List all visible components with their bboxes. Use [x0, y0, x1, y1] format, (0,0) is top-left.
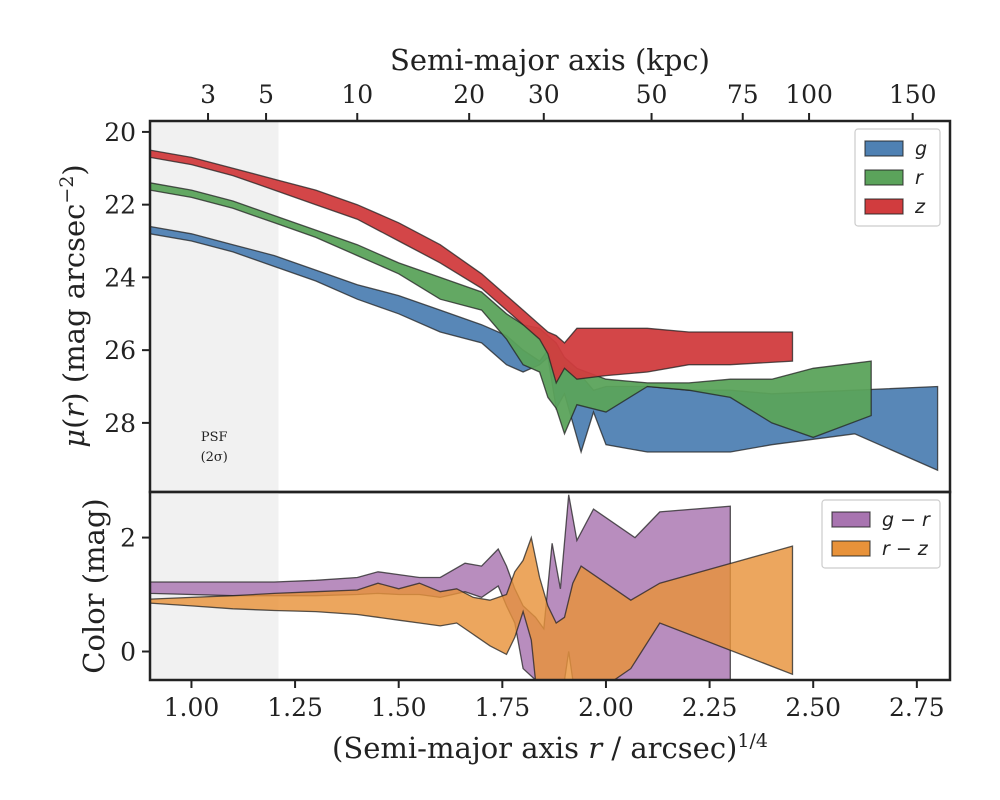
y-tick-label: 0	[120, 638, 136, 667]
top-tick-label: 50	[636, 80, 668, 109]
x-tick-label: 2.50	[785, 693, 841, 722]
top-tick-label: 10	[341, 80, 373, 109]
psf-label-line1: PSF	[201, 430, 228, 445]
y-axis-ticks-top: 20 22 24 26 28	[104, 118, 150, 438]
y-tick-label: 20	[104, 118, 136, 147]
legend-label: r	[915, 167, 924, 189]
legend-top: grz	[854, 128, 941, 227]
y-tick-label: 26	[104, 336, 136, 365]
y-axis-ticks-bottom: 02	[120, 524, 150, 667]
surface-brightness-bands	[150, 149, 939, 472]
x-tick-label: 2.25	[682, 693, 738, 722]
top-tick-label: 75	[727, 80, 759, 109]
x-tick-label: 2.75	[889, 693, 945, 722]
legend-swatch	[864, 140, 904, 157]
psf-label-line2: (2σ)	[201, 450, 228, 465]
color-panel: 02 1.00 1.25 1.50 1.75 2.00 2.25 2.50 2.75 g − …	[120, 490, 952, 722]
x-tick-label: 1.50	[371, 693, 427, 722]
x-axis-ticks-bottom: 1.00 1.25 1.50 1.75 2.00 2.25 2.50 2.75	[164, 680, 945, 722]
legend-label: g	[915, 138, 927, 160]
y-tick-label: 22	[104, 191, 136, 220]
band-r-z	[150, 535, 794, 680]
band-z	[150, 149, 794, 385]
top-tick-label: 150	[889, 80, 937, 109]
x-tick-label: 1.00	[164, 693, 220, 722]
x-tick-label: 2.00	[578, 693, 634, 722]
top-x-axis-ticks: 3 5 10 20 30 50 75 100 150	[200, 80, 937, 121]
legend-swatch	[831, 540, 871, 557]
x-tick-label: 1.75	[474, 693, 530, 722]
legend-label: g − r	[882, 509, 931, 531]
band-g	[150, 225, 939, 472]
legend-bottom: g − r r − z	[821, 499, 941, 569]
y-tick-label: 24	[104, 263, 136, 292]
x-tick-label: 1.25	[267, 693, 323, 722]
legend-swatch	[864, 169, 904, 186]
legend-swatch	[831, 511, 871, 528]
surface-brightness-panel: PSF (2σ) 20 22 24 26 28 3 5 10 20 30 50 75 100 150 g…	[104, 80, 952, 494]
y-axis-title-top: μ(r) (mag arcsec−2)	[56, 164, 91, 448]
legend-swatch	[864, 198, 904, 215]
x-axis-title: (Semi-major axis r / arcsec)1/4	[332, 730, 768, 765]
top-tick-label: 30	[528, 80, 560, 109]
top-tick-label: 100	[785, 80, 833, 109]
psf-label: PSF (2σ)	[201, 430, 228, 465]
top-tick-label: 5	[258, 80, 274, 109]
legend-label: z	[914, 196, 926, 218]
y-axis-title-bottom: Color (mag)	[77, 498, 111, 673]
top-x-axis-title: Semi-major axis (kpc)	[390, 43, 710, 77]
top-tick-label: 20	[453, 80, 485, 109]
legend-label: r − z	[882, 538, 929, 560]
bottom-panel-frame	[148, 490, 952, 682]
band-r	[150, 182, 872, 439]
color-bands	[150, 494, 794, 680]
y-tick-label: 28	[104, 409, 136, 438]
top-tick-label: 3	[200, 80, 216, 109]
y-tick-label: 2	[120, 524, 136, 553]
